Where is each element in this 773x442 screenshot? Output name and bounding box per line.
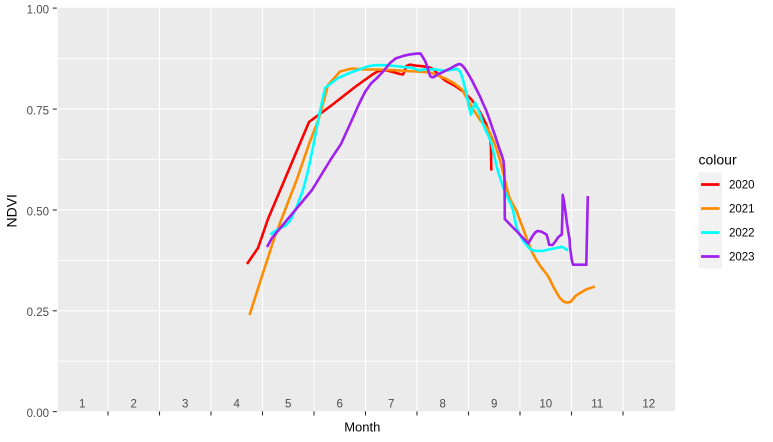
svg-text:7: 7	[388, 399, 394, 411]
svg-text:6: 6	[337, 399, 343, 411]
svg-text:2: 2	[131, 399, 137, 411]
svg-text:8: 8	[440, 399, 446, 411]
svg-text:4: 4	[234, 399, 241, 411]
svg-text:9: 9	[491, 399, 497, 411]
svg-text:1: 1	[79, 399, 85, 411]
svg-text:12: 12	[642, 399, 655, 411]
svg-text:5: 5	[285, 399, 291, 411]
svg-text:2023: 2023	[729, 252, 755, 264]
svg-text:0.50: 0.50	[27, 206, 49, 218]
svg-text:0.75: 0.75	[27, 105, 49, 117]
svg-text:1.00: 1.00	[27, 4, 49, 16]
svg-text:2021: 2021	[729, 204, 755, 216]
svg-text:0.25: 0.25	[27, 307, 49, 319]
svg-text:3: 3	[182, 399, 188, 411]
svg-text:2022: 2022	[729, 228, 755, 240]
svg-text:2020: 2020	[729, 180, 755, 192]
svg-text:11: 11	[591, 399, 603, 411]
svg-text:0.00: 0.00	[27, 408, 49, 420]
svg-text:Month: Month	[344, 420, 380, 435]
svg-text:colour: colour	[699, 152, 737, 168]
svg-text:10: 10	[539, 399, 552, 411]
svg-text:NDVI: NDVI	[3, 194, 19, 227]
